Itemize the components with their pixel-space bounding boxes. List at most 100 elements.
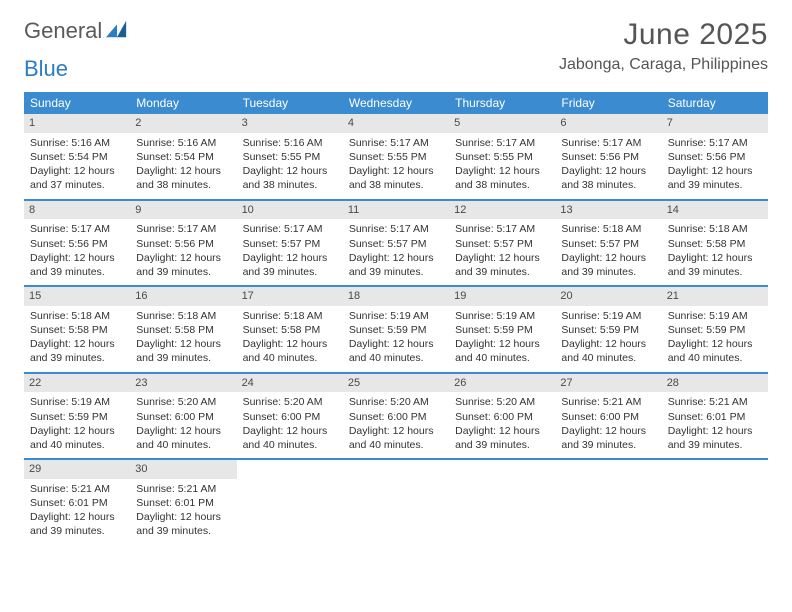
location-subtitle: Jabonga, Caraga, Philippines <box>559 56 768 74</box>
sunrise-text: Sunrise: 5:21 AM <box>30 482 124 496</box>
sunrise-text: Sunrise: 5:17 AM <box>349 136 443 150</box>
daylight2-text: and 39 minutes. <box>561 438 655 452</box>
day-cell: 1Sunrise: 5:16 AMSunset: 5:54 PMDaylight… <box>24 114 130 199</box>
sunset-text: Sunset: 5:57 PM <box>243 237 337 251</box>
daylight1-text: Daylight: 12 hours <box>30 510 124 524</box>
week-row: 8Sunrise: 5:17 AMSunset: 5:56 PMDaylight… <box>24 201 768 288</box>
day-number: 28 <box>662 374 768 393</box>
week-row: 15Sunrise: 5:18 AMSunset: 5:58 PMDayligh… <box>24 287 768 374</box>
day-number: 17 <box>237 287 343 306</box>
sunrise-text: Sunrise: 5:19 AM <box>30 395 124 409</box>
sunrise-text: Sunrise: 5:17 AM <box>30 222 124 236</box>
day-number: 10 <box>237 201 343 220</box>
sunset-text: Sunset: 5:55 PM <box>349 150 443 164</box>
day-cell: 27Sunrise: 5:21 AMSunset: 6:00 PMDayligh… <box>555 374 661 459</box>
day-cell: 6Sunrise: 5:17 AMSunset: 5:56 PMDaylight… <box>555 114 661 199</box>
sunset-text: Sunset: 5:59 PM <box>668 323 762 337</box>
daylight2-text: and 38 minutes. <box>349 178 443 192</box>
logo-word2: Blue <box>24 56 68 82</box>
sunset-text: Sunset: 5:54 PM <box>136 150 230 164</box>
day-cell: 2Sunrise: 5:16 AMSunset: 5:54 PMDaylight… <box>130 114 236 199</box>
daylight1-text: Daylight: 12 hours <box>243 424 337 438</box>
day-cell: 10Sunrise: 5:17 AMSunset: 5:57 PMDayligh… <box>237 201 343 286</box>
day-cell: 19Sunrise: 5:19 AMSunset: 5:59 PMDayligh… <box>449 287 555 372</box>
sunrise-text: Sunrise: 5:18 AM <box>136 309 230 323</box>
month-title: June 2025 <box>559 18 768 52</box>
daylight1-text: Daylight: 12 hours <box>561 164 655 178</box>
sunrise-text: Sunrise: 5:18 AM <box>243 309 337 323</box>
day-number: 2 <box>130 114 236 133</box>
sunrise-text: Sunrise: 5:20 AM <box>243 395 337 409</box>
sunset-text: Sunset: 6:00 PM <box>349 410 443 424</box>
sunset-text: Sunset: 6:00 PM <box>136 410 230 424</box>
daylight1-text: Daylight: 12 hours <box>30 164 124 178</box>
weekday-head: Sunday <box>24 92 130 114</box>
day-cell: 5Sunrise: 5:17 AMSunset: 5:55 PMDaylight… <box>449 114 555 199</box>
day-number: 12 <box>449 201 555 220</box>
day-number: 25 <box>343 374 449 393</box>
day-number: 9 <box>130 201 236 220</box>
day-cell: 23Sunrise: 5:20 AMSunset: 6:00 PMDayligh… <box>130 374 236 459</box>
day-cell: 25Sunrise: 5:20 AMSunset: 6:00 PMDayligh… <box>343 374 449 459</box>
daylight2-text: and 40 minutes. <box>243 438 337 452</box>
weekday-head: Thursday <box>449 92 555 114</box>
sunset-text: Sunset: 5:59 PM <box>30 410 124 424</box>
sunset-text: Sunset: 5:55 PM <box>243 150 337 164</box>
daylight2-text: and 39 minutes. <box>668 265 762 279</box>
daylight2-text: and 38 minutes. <box>561 178 655 192</box>
daylight2-text: and 39 minutes. <box>668 178 762 192</box>
weekday-head: Tuesday <box>237 92 343 114</box>
daylight1-text: Daylight: 12 hours <box>136 251 230 265</box>
weekday-head: Friday <box>555 92 661 114</box>
day-number: 8 <box>24 201 130 220</box>
daylight2-text: and 39 minutes. <box>136 351 230 365</box>
sunrise-text: Sunrise: 5:21 AM <box>668 395 762 409</box>
empty-cell <box>343 460 449 545</box>
day-cell: 30Sunrise: 5:21 AMSunset: 6:01 PMDayligh… <box>130 460 236 545</box>
sunrise-text: Sunrise: 5:19 AM <box>455 309 549 323</box>
daylight2-text: and 40 minutes. <box>243 351 337 365</box>
day-cell: 15Sunrise: 5:18 AMSunset: 5:58 PMDayligh… <box>24 287 130 372</box>
sunrise-text: Sunrise: 5:16 AM <box>30 136 124 150</box>
logo-icon <box>104 18 128 44</box>
day-cell: 29Sunrise: 5:21 AMSunset: 6:01 PMDayligh… <box>24 460 130 545</box>
sunset-text: Sunset: 5:59 PM <box>349 323 443 337</box>
daylight1-text: Daylight: 12 hours <box>455 164 549 178</box>
sunrise-text: Sunrise: 5:18 AM <box>668 222 762 236</box>
day-cell: 8Sunrise: 5:17 AMSunset: 5:56 PMDaylight… <box>24 201 130 286</box>
sunset-text: Sunset: 6:00 PM <box>455 410 549 424</box>
day-cell: 28Sunrise: 5:21 AMSunset: 6:01 PMDayligh… <box>662 374 768 459</box>
day-number: 7 <box>662 114 768 133</box>
sunset-text: Sunset: 5:58 PM <box>243 323 337 337</box>
sunrise-text: Sunrise: 5:17 AM <box>455 222 549 236</box>
daylight1-text: Daylight: 12 hours <box>668 164 762 178</box>
day-cell: 14Sunrise: 5:18 AMSunset: 5:58 PMDayligh… <box>662 201 768 286</box>
sunrise-text: Sunrise: 5:17 AM <box>455 136 549 150</box>
sunrise-text: Sunrise: 5:18 AM <box>30 309 124 323</box>
day-number: 29 <box>24 460 130 479</box>
daylight2-text: and 39 minutes. <box>30 265 124 279</box>
daylight2-text: and 39 minutes. <box>243 265 337 279</box>
weekday-head: Saturday <box>662 92 768 114</box>
logo: General <box>24 18 130 44</box>
daylight2-text: and 39 minutes. <box>30 524 124 538</box>
day-cell: 22Sunrise: 5:19 AMSunset: 5:59 PMDayligh… <box>24 374 130 459</box>
day-cell: 12Sunrise: 5:17 AMSunset: 5:57 PMDayligh… <box>449 201 555 286</box>
week-row: 22Sunrise: 5:19 AMSunset: 5:59 PMDayligh… <box>24 374 768 461</box>
sunrise-text: Sunrise: 5:19 AM <box>349 309 443 323</box>
day-number: 1 <box>24 114 130 133</box>
day-number: 19 <box>449 287 555 306</box>
daylight2-text: and 39 minutes. <box>136 265 230 279</box>
day-number: 26 <box>449 374 555 393</box>
sunset-text: Sunset: 5:55 PM <box>455 150 549 164</box>
sunset-text: Sunset: 5:57 PM <box>455 237 549 251</box>
daylight2-text: and 39 minutes. <box>455 438 549 452</box>
calendar: SundayMondayTuesdayWednesdayThursdayFrid… <box>24 92 768 545</box>
daylight2-text: and 40 minutes. <box>349 438 443 452</box>
day-cell: 13Sunrise: 5:18 AMSunset: 5:57 PMDayligh… <box>555 201 661 286</box>
day-cell: 9Sunrise: 5:17 AMSunset: 5:56 PMDaylight… <box>130 201 236 286</box>
title-block: June 2025 Jabonga, Caraga, Philippines <box>559 18 768 74</box>
daylight1-text: Daylight: 12 hours <box>668 251 762 265</box>
daylight1-text: Daylight: 12 hours <box>349 164 443 178</box>
daylight1-text: Daylight: 12 hours <box>136 510 230 524</box>
